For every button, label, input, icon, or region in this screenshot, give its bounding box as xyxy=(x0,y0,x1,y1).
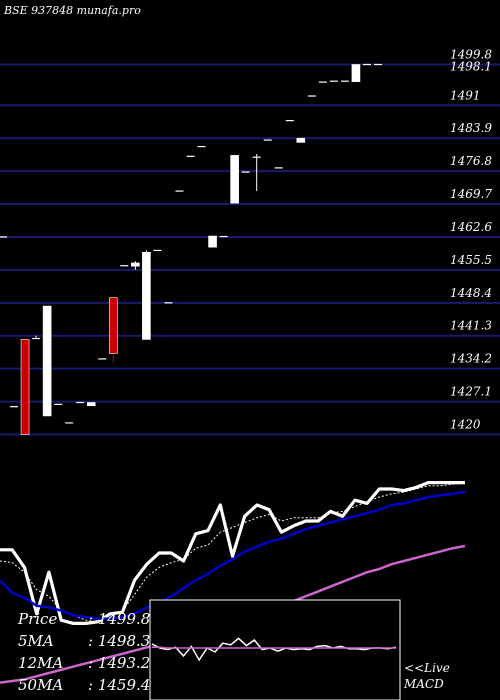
y-tick-label-10: 1491 xyxy=(450,88,481,102)
stat-50ma-value: 1459.4 xyxy=(97,676,151,694)
stat-12ma: 12MA: 1493.2 xyxy=(18,654,151,672)
candle-body xyxy=(351,64,361,82)
price-gridlines xyxy=(0,63,500,436)
series-line-12ma xyxy=(0,490,466,620)
stat-5ma: 5MA: 1498.3 xyxy=(18,632,151,650)
y-axis-tick-labels: 1420 1427.1 1434.2 1441.3 1448.4 1455.5 1462.6… xyxy=(450,48,492,432)
candle xyxy=(230,155,239,204)
candle-body xyxy=(142,251,151,340)
candlesticks xyxy=(0,63,382,435)
y-tick-label-5: 1455.5 xyxy=(450,253,492,267)
candle xyxy=(208,235,217,248)
stats-panel: Price: 1499.8 5MA: 1498.3 12MA: 1493.2 5… xyxy=(18,608,150,696)
stat-5ma-value: 1498.3 xyxy=(97,632,151,650)
stat-price: Price: 1499.8 xyxy=(18,610,151,628)
candle xyxy=(108,297,118,363)
stat-50ma: 50MA: 1459.4 xyxy=(18,676,151,694)
candle xyxy=(20,339,30,435)
candle-body xyxy=(86,402,96,407)
y-tick-label-1: 1427.1 xyxy=(450,385,492,399)
stat-price-label: Price xyxy=(18,610,58,628)
stat-50ma-label: 50MA xyxy=(18,676,64,694)
macd-label: <<Live MACD xyxy=(404,660,450,692)
candle-body xyxy=(20,339,30,435)
candle xyxy=(296,137,306,143)
y-tick-label-11: 1499.8 xyxy=(450,48,492,62)
candle xyxy=(351,64,361,82)
y-tick-label-0: 1420 xyxy=(450,418,481,432)
candle-body xyxy=(42,305,52,417)
candle xyxy=(142,250,151,340)
y-tick-label-7: 1469.7 xyxy=(450,187,492,201)
candle-body xyxy=(296,137,306,143)
stat-12ma-value: 1493.2 xyxy=(97,654,151,672)
macd-label-line2: MACD xyxy=(404,677,444,691)
candle-body xyxy=(208,235,217,248)
candle xyxy=(42,305,52,417)
stat-5ma-label: 5MA xyxy=(18,632,54,650)
candle xyxy=(131,261,140,270)
y-tick-label-extra-0: 1498.1 xyxy=(450,60,492,74)
series-line-5ma xyxy=(0,483,466,623)
series-line-price xyxy=(0,481,465,626)
stat-price-value: 1499.8 xyxy=(97,610,151,628)
stat-12ma-label: 12MA xyxy=(18,654,64,672)
macd-label-line1: <<Live xyxy=(404,661,450,675)
candle xyxy=(32,335,41,340)
y-tick-label-4: 1448.4 xyxy=(450,286,492,300)
y-tick-label-3: 1441.3 xyxy=(450,319,492,333)
macd-panel xyxy=(149,599,401,700)
candle-body xyxy=(230,155,239,204)
candle xyxy=(86,402,96,407)
y-tick-label-9: 1483.9 xyxy=(450,121,492,135)
candle xyxy=(252,153,261,192)
y-tick-label-8: 1476.8 xyxy=(450,154,492,168)
chart-title: BSE 937848 munafa.pro xyxy=(4,4,141,17)
macd-series-signal xyxy=(152,646,396,649)
y-tick-label-6: 1462.6 xyxy=(450,220,492,234)
y-tick-label-2: 1434.2 xyxy=(450,352,492,366)
candle-body xyxy=(108,297,118,354)
candle-body xyxy=(131,262,140,267)
